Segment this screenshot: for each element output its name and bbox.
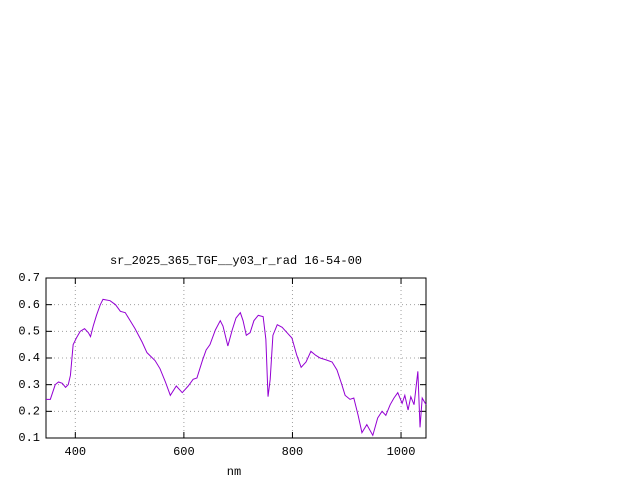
chart-title: sr_2025_365_TGF__y03_r_rad 16-54-00 <box>110 254 362 268</box>
x-tick-label: 400 <box>65 445 87 459</box>
x-tick-label: 1000 <box>387 445 416 459</box>
y-tick-label: 0.5 <box>18 325 40 339</box>
y-tick-label: 0.7 <box>18 271 40 285</box>
plot-border <box>45 277 427 439</box>
y-tick-label: 0.4 <box>18 351 40 365</box>
x-tick-label: 600 <box>173 445 195 459</box>
x-tick-label: 800 <box>282 445 304 459</box>
y-tick-label: 0.6 <box>18 298 40 312</box>
y-tick-label: 0.1 <box>18 431 40 445</box>
y-tick-label: 0.3 <box>18 378 40 392</box>
x-axis-label: nm <box>227 465 241 479</box>
data-line <box>46 298 427 437</box>
y-tick-label: 0.2 <box>18 405 40 419</box>
